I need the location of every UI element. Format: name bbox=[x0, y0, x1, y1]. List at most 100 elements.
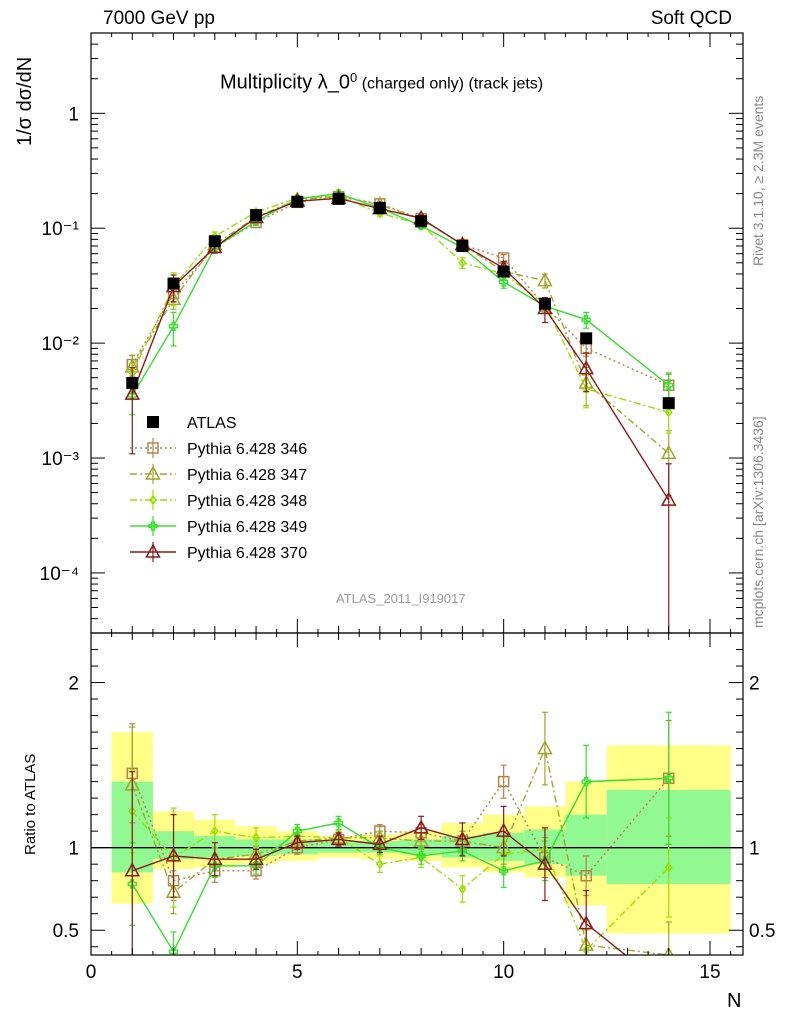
atlas-point-6 bbox=[373, 201, 386, 214]
p370-ratio-point-5 bbox=[330, 830, 347, 846]
atlas-point-11 bbox=[580, 332, 593, 345]
legend-marker-p348 bbox=[149, 494, 157, 506]
p348-ratio-point-6 bbox=[375, 858, 384, 870]
p348-point-12 bbox=[664, 407, 673, 418]
axis-ticks: 0 5 10 15 10⁻⁴ 10⁻³ 10⁻² 10⁻¹ 1 0.5 0.5 1 1 2 2 bbox=[40, 32, 775, 983]
collision-label: 7000 GeV pp bbox=[103, 8, 215, 29]
p349-ratio-point-4 bbox=[292, 826, 302, 836]
atlas-point-1 bbox=[167, 277, 180, 290]
p349-ratio-point-8 bbox=[457, 846, 468, 856]
p346-line bbox=[131, 196, 670, 386]
main-frame bbox=[90, 32, 744, 634]
p348-ratio-point-12 bbox=[664, 862, 673, 873]
x-axis-label: N bbox=[727, 990, 742, 1012]
p370-ratio-point-3 bbox=[248, 850, 264, 865]
legend-label-atlas: ATLAS bbox=[187, 415, 237, 432]
ratio-axis-label: Ratio to ATLAS bbox=[22, 753, 39, 855]
p349-ratio-point-12 bbox=[664, 773, 674, 783]
p349-ratio-point-7 bbox=[416, 851, 426, 861]
legend-marker-p346 bbox=[147, 442, 159, 454]
p348-ratio-point-8 bbox=[458, 883, 467, 895]
p370-ratio-point-1 bbox=[165, 847, 182, 862]
p346-ratio-point-11 bbox=[580, 869, 592, 882]
p370-ratio-point-0 bbox=[124, 862, 141, 877]
plot-frames bbox=[90, 32, 744, 956]
p349-point-12 bbox=[664, 380, 674, 390]
p370-ratio-point-9 bbox=[495, 822, 512, 837]
p347-ratio-point-7 bbox=[413, 832, 429, 847]
category-label: Soft QCD bbox=[650, 8, 732, 29]
ratio-frame bbox=[90, 632, 744, 956]
p349-ratio-point-11 bbox=[581, 776, 591, 787]
atlas-point-8 bbox=[456, 240, 469, 253]
atlas-point-0 bbox=[126, 376, 139, 389]
atlas-point-2 bbox=[208, 235, 221, 248]
atlas-point-12 bbox=[662, 397, 675, 410]
p370-ratio-point-4 bbox=[289, 834, 306, 849]
legend-label-p370: Pythia 6.428 370 bbox=[187, 545, 307, 562]
legend-marker-p370 bbox=[145, 543, 161, 558]
legend-marker-p349 bbox=[148, 521, 158, 531]
p347-ratio-point-10 bbox=[537, 740, 553, 755]
p348-ratio-point-2 bbox=[210, 825, 219, 837]
legend-atlas-marker bbox=[147, 416, 159, 428]
p349-point-0 bbox=[127, 390, 137, 401]
x-tick-label-1: 5 bbox=[292, 962, 303, 983]
p348-ratio-point-3 bbox=[252, 832, 261, 844]
p349-ratio-point-1 bbox=[168, 947, 179, 955]
legend-label-p347: Pythia 6.428 347 bbox=[187, 467, 307, 484]
p347-point-12 bbox=[660, 444, 677, 460]
ratio-tick-label-right-2: 2 bbox=[749, 674, 760, 695]
p370-ratio-point-11 bbox=[578, 915, 594, 930]
p349-ratio-point-9 bbox=[499, 866, 509, 876]
ratio-band-green-5 bbox=[317, 841, 360, 853]
p349-point-9 bbox=[499, 277, 509, 287]
atlas-point-5 bbox=[332, 192, 345, 205]
y-axis-label: 1/σ dσ/dN bbox=[14, 56, 36, 146]
y-tick-label-3: 10⁻¹ bbox=[42, 219, 80, 240]
analysis-watermark: ATLAS_2011_I919017 bbox=[336, 591, 466, 606]
p370-ratio-point-8 bbox=[454, 830, 471, 846]
rivet-version-label: Rivet 3.1.10, ≥ 2.3M events bbox=[750, 95, 766, 266]
p347-point-10 bbox=[537, 272, 553, 287]
legend-label-p346: Pythia 6.428 346 bbox=[187, 441, 307, 458]
p348-point-11 bbox=[582, 383, 591, 395]
chart-title-subtitle: (charged only) (track jets) bbox=[357, 75, 544, 93]
legend-label-p349: Pythia 6.428 349 bbox=[187, 519, 307, 536]
mcplots-source-label: mcplots.cern.ch [arXiv:1306.3436] bbox=[750, 416, 766, 628]
legend-label-p348: Pythia 6.428 348 bbox=[187, 493, 307, 510]
atlas-point-3 bbox=[250, 209, 263, 222]
legend: ATLAS Pythia 6.428 346 Pythia 6.428 347 Pyt… bbox=[130, 415, 307, 562]
p349-ratio-point-2 bbox=[210, 861, 220, 871]
y-tick-label-0: 10⁻⁴ bbox=[40, 564, 79, 585]
ratio-tick-label-left-2: 2 bbox=[68, 674, 79, 695]
y-tick-label-2: 10⁻² bbox=[42, 334, 80, 355]
atlas-point-4 bbox=[291, 195, 304, 208]
p370-ratio-point-2 bbox=[207, 850, 223, 865]
y-tick-label-1: 10⁻³ bbox=[42, 449, 80, 470]
y-tick-label-4: 1 bbox=[68, 104, 79, 125]
p370-ratio-point-10 bbox=[537, 855, 553, 870]
chart-title-main: Multiplicity λ_0 bbox=[220, 71, 351, 94]
p349-ratio-point-3 bbox=[251, 861, 261, 871]
ratio-tick-label-right-1: 1 bbox=[749, 839, 760, 860]
p370-ratio-point-6 bbox=[372, 835, 388, 851]
ratio-tick-label-right-0: 0.5 bbox=[749, 921, 775, 942]
p348-point-8 bbox=[458, 257, 467, 269]
p346-ratio-point-9 bbox=[497, 775, 510, 788]
ratio-tick-label-left-0: 0.5 bbox=[53, 921, 79, 942]
x-tick-label-3: 15 bbox=[699, 962, 720, 983]
ratio-plot-series bbox=[124, 711, 675, 955]
p347-ratio-point-12 bbox=[664, 946, 674, 955]
main-plot-series bbox=[124, 187, 677, 633]
p370-ratio-point-7 bbox=[413, 819, 429, 834]
p370-point-0 bbox=[124, 385, 141, 400]
atlas-point-9 bbox=[497, 265, 510, 278]
p349-point-1 bbox=[168, 321, 179, 331]
x-tick-label-0: 0 bbox=[86, 962, 97, 983]
chart-title-sup: 0 bbox=[350, 70, 358, 85]
atlas-point-7 bbox=[415, 215, 428, 228]
x-tick-label-2: 10 bbox=[493, 962, 514, 983]
p349-point-11 bbox=[581, 315, 591, 325]
